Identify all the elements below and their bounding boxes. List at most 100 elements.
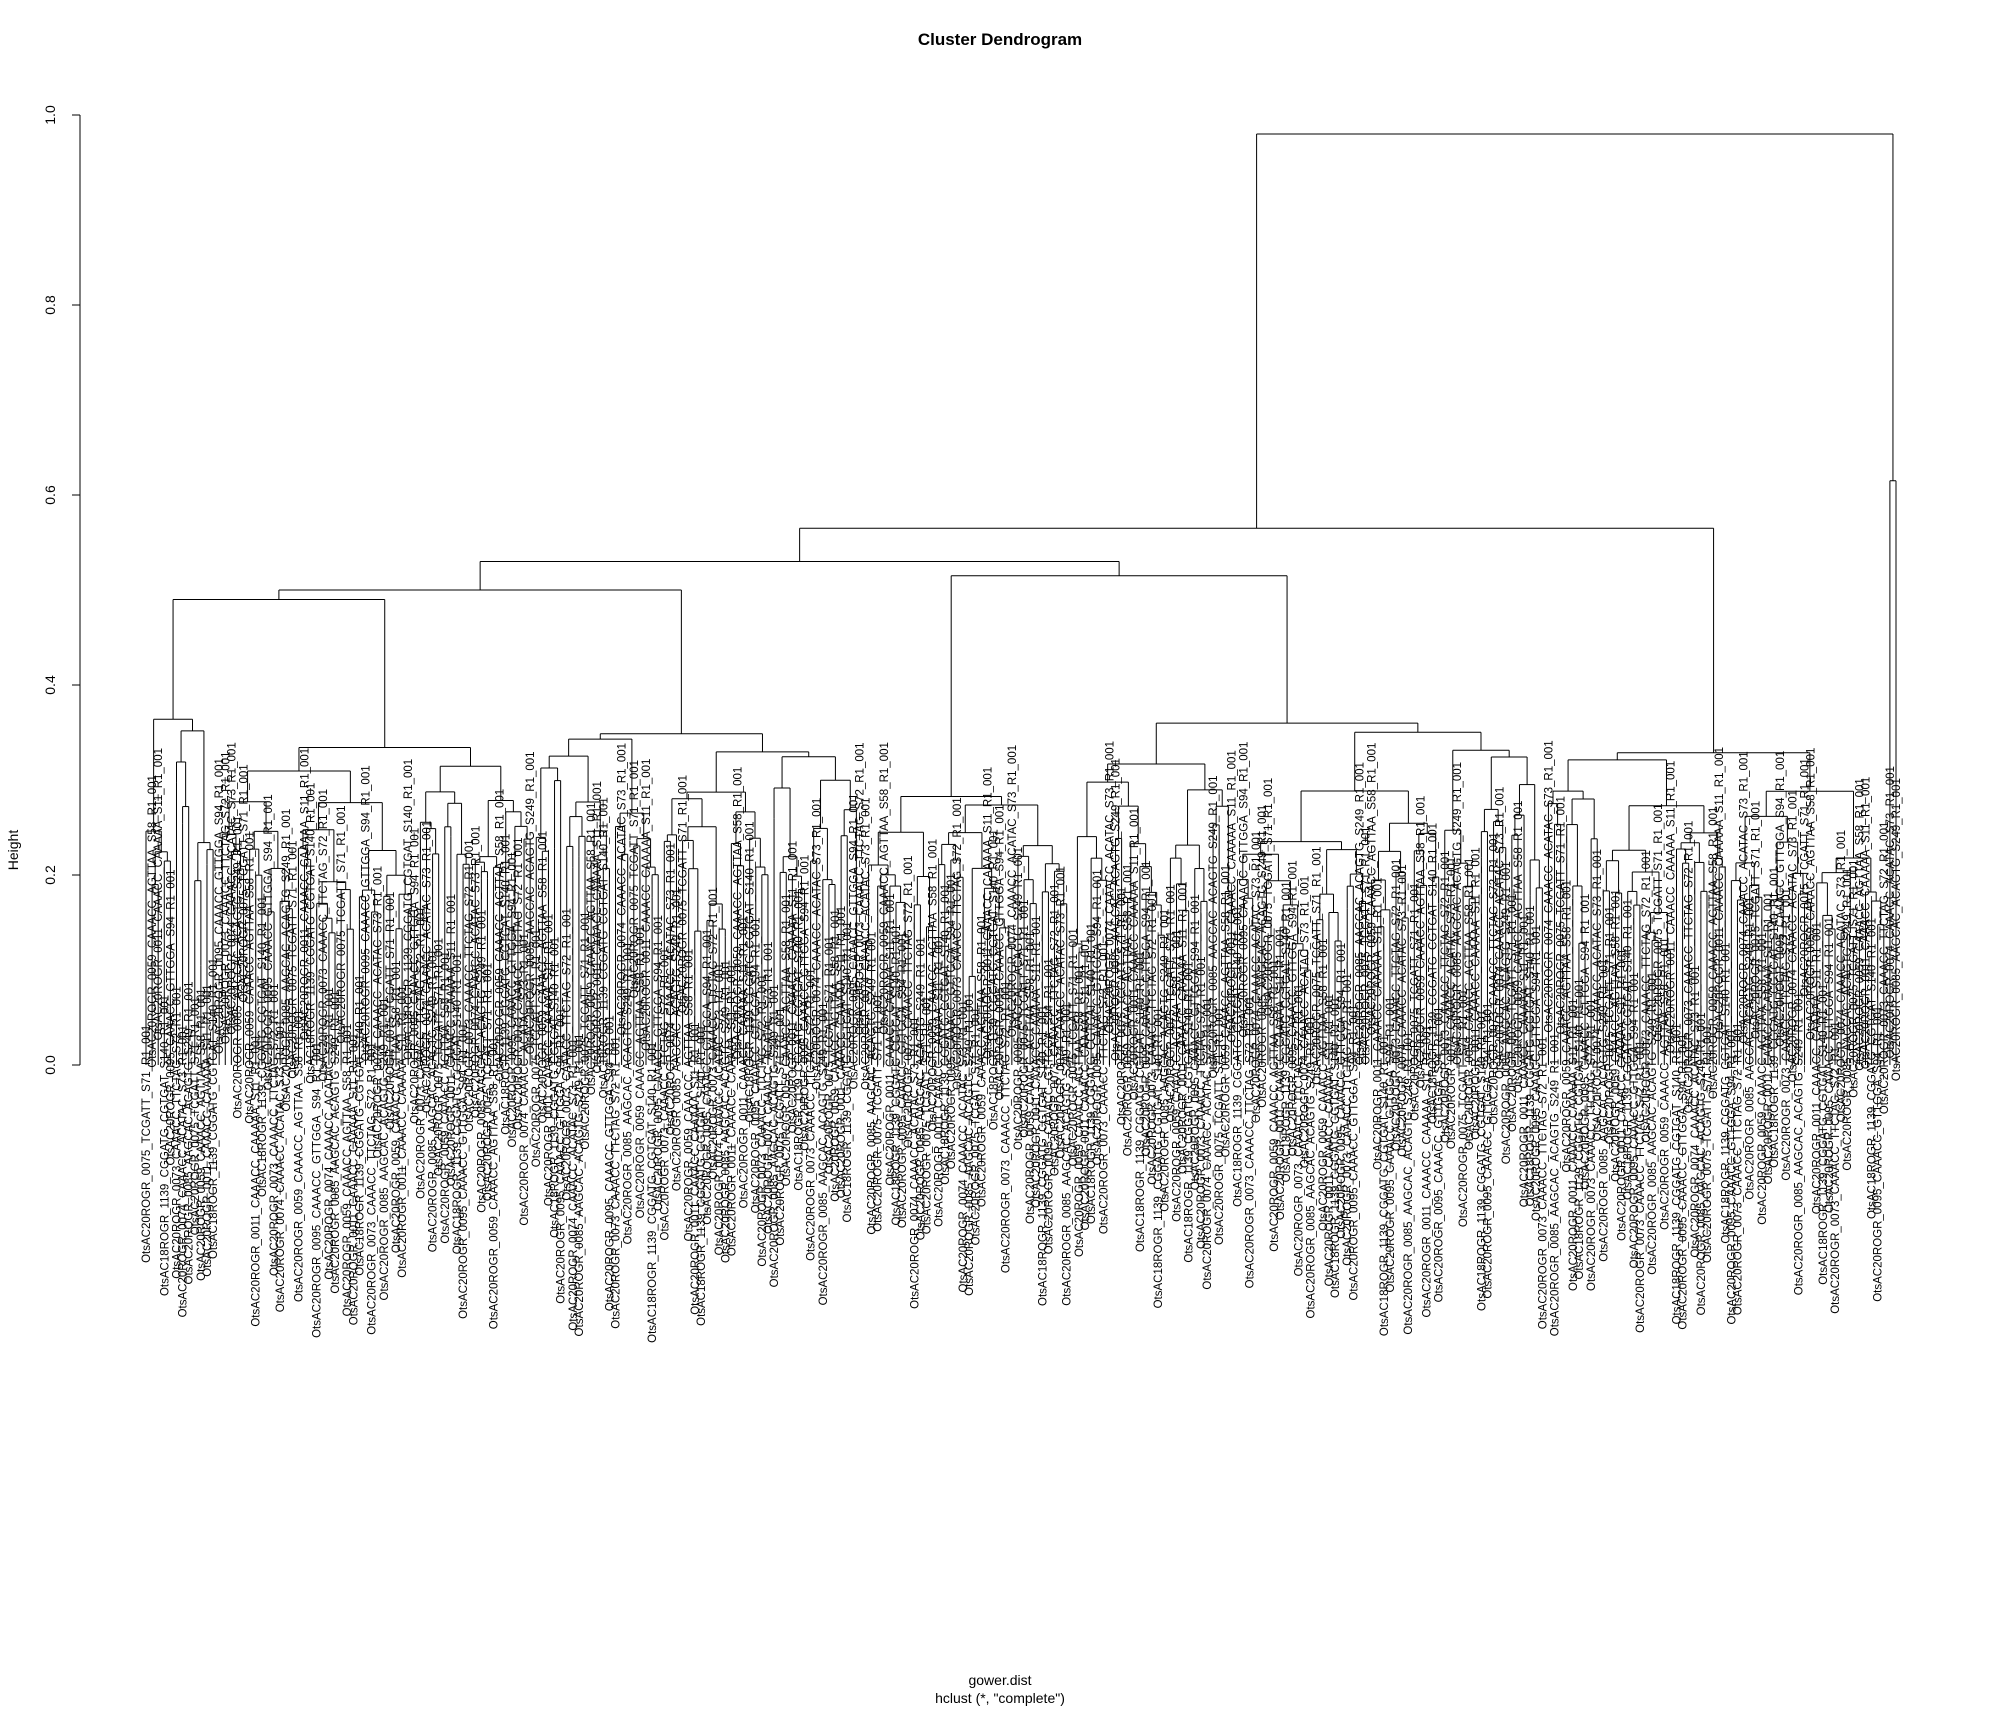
leaf-label: OtsAC20ROGR_0085_AAGCAC_ACAGTG_S249_R1_0… — [379, 997, 391, 1300]
leaf-label: OtsAC20ROGR_0085_AAGCAC_ACAGTG_S249_R1_0… — [574, 1033, 586, 1336]
leaf-label: OtsAC20ROGR_0085_AAGCAC_ACAGTG_S249_R1_0… — [1647, 972, 1659, 1275]
leaf-label: OtsAC18ROGR_1139_CGGATG_CGTGAT_S140_R1_0… — [159, 995, 171, 1296]
leaf-label: OtsAC20ROGR_0011_CAAACC_CAAAAA_S11_R1_00… — [641, 759, 653, 1051]
leaf-label: OtsAC20ROGR_0074_CAAACC_ACATAC_S73_R1_00… — [470, 826, 482, 1118]
leaf-label: OtsAC20ROGR_0011_CAAACC_CAAAAA_S11_R1_00… — [1421, 1025, 1433, 1317]
y-tick-label: 1.0 — [42, 105, 58, 125]
leaf-label: OtsAC18ROGR_1139_CGGATG_CGTGAT_S140_R1_0… — [1330, 997, 1342, 1298]
leaf-label: OtsAC20ROGR_0095_CAAACC_GTTGGA_S94_R1_00… — [1190, 894, 1202, 1190]
leaf-label: OtsAC20ROGR_0074_CAAACC_ACATAC_S73_R1_00… — [812, 798, 824, 1090]
leaf-label: OtsAC18ROGR_1139_CGGATG_CGTGAT_S140_R1_0… — [1769, 867, 1781, 1168]
leaf-label: OtsAC18ROGR_1139_CGGATG_CGTGAT_S140_R1_0… — [1281, 881, 1293, 1182]
leaf-label: OtsAC18ROGR_1139_CGGATG_CGTGAT_S140_R1_0… — [208, 958, 220, 1259]
leaf-label: OtsAC20ROGR_0073_CAAACC_TTCTAG_S72_R1_00… — [1781, 888, 1793, 1181]
leaf-label: OtsAC20ROGR_0011_CAAACC_CAAAAA_S11_R1_00… — [1714, 747, 1726, 1039]
leaf-label: OtsAC20ROGR_0085_AAGCAC_ACAGTG_S249_R1_0… — [769, 984, 781, 1287]
leaf-label: OtsAC20ROGR_0075_TCGATT_S71_R1_001 — [1214, 1007, 1226, 1245]
leaf-label: OtsAC18ROGR_1139_CGGATG_CGTGAT_S140_R1_0… — [452, 953, 464, 1254]
leaf-label: OtsAC20ROGR_0011_CAAACC_CAAAAA_S11_R1_00… — [1519, 915, 1531, 1207]
leaf-label: OtsAC20ROGR_0059_CAAACC_AGTTAA_S58_R1_00… — [879, 742, 891, 1035]
leaf-label: OtsAC20ROGR_0074_CAAACC_ACATAC_S73_R1_00… — [1787, 790, 1799, 1082]
leaf-label: OtsAC18ROGR_1139_CGGATG_CGTGAT_S140_R1_0… — [257, 896, 269, 1197]
y-tick-label: 0.2 — [42, 865, 58, 885]
leaf-label: OtsAC18ROGR_1139_CGGATG_CGTGAT_S140_R1_0… — [1135, 951, 1147, 1252]
leaf-label: OtsAC20ROGR_0059_CAAACC_AGTTAA_S58_R1_00… — [1806, 748, 1818, 1041]
leaf-label: OtsAC20ROGR_0059_CAAACC_AGTTAA_S58_R1_00… — [1611, 889, 1623, 1182]
leaf-label: OtsAC20ROGR_0059_CAAACC_AGTTAA_S58_R1_00… — [391, 961, 403, 1254]
leaf-label: OtsAC20ROGR_0075_TCGATT_S71_R1_001 — [775, 1007, 787, 1245]
leaf-label: OtsAC20ROGR_0075_TCGATT_S71_R1_001 — [970, 1007, 982, 1245]
leaf-label: OtsAC20ROGR_0074_CAAACC_ACATAC_S73_R1_00… — [226, 742, 238, 1034]
leaf-label: OtsAC20ROGR_0059_CAAACC_AGTTAA_S58_R1_00… — [1513, 801, 1525, 1094]
leaf-label: OtsAC20ROGR_0073_CAAACC_TTCTAG_S72_R1_00… — [1537, 1037, 1549, 1330]
leaf-label: OtsAC20ROGR_0085_AAGCAC_ACAGTG_S249_R1_0… — [671, 888, 683, 1191]
leaf-label: OtsAC18ROGR_1139_CGGATG_CGTGAT_S140_R1_0… — [1184, 962, 1196, 1263]
leaf-labels: OtsAC20ROGR_0075_TCGATT_S71_R1_001OtsAC2… — [141, 740, 1903, 1343]
leaf-label: OtsAC18ROGR_1139_CGGATG_CGTGAT_S140_R1_0… — [1818, 984, 1830, 1285]
leaf-label: OtsAC20ROGR_0095_CAAACC_GTTGGA_S94_R1_00… — [1482, 1003, 1494, 1299]
leaf-label: OtsAC20ROGR_0075_TCGATT_S71_R1_001 — [1019, 899, 1031, 1137]
leaf-label: OtsAC20ROGR_0059_CAAACC_AGTTAA_S58_R1_00… — [537, 831, 549, 1124]
leaf-label: OtsAC20ROGR_0074_CAAACC_ACATAC_S73_R1_00… — [958, 1000, 970, 1292]
leaf-label: OtsAC18ROGR_1139_CGGATG_CGTGAT_S140_R1_0… — [1720, 943, 1732, 1244]
leaf-label: OtsAC20ROGR_0011_CAAACC_CAAAAA_S11_R1_00… — [787, 841, 799, 1133]
leaf-label: OtsAC18ROGR_1139_CGGATG_CGTGAT_S140_R1_0… — [1525, 905, 1537, 1206]
leaf-label: OtsAC20ROGR_0075_TCGATT_S71_R1_001 — [873, 994, 885, 1232]
leaf-label: OtsAC20ROGR_0095_CAAACC_GTTGGA_S94_R1_00… — [1629, 972, 1641, 1268]
leaf-label: OtsAC18ROGR_1139_CGGATG_CGTGAT_S140_R1_0… — [354, 975, 366, 1276]
leaf-label: OtsAC20ROGR_0073_CAAACC_TTCTAG_S72_R1_00… — [1342, 973, 1354, 1266]
leaf-label: OtsAC20ROGR_0074_CAAACC_ACATAC_S73_R1_00… — [1007, 745, 1019, 1037]
leaf-label: OtsAC20ROGR_0085_AAGCAC_ACAGTG_S249_R1_0… — [1159, 909, 1171, 1212]
leaf-label: OtsAC20ROGR_0095_CAAACC_GTTGGA_S94_R1_00… — [165, 870, 177, 1166]
leaf-label: OtsAC20ROGR_0073_CAAACC_TTCTAG_S72_R1_00… — [562, 908, 574, 1201]
leaf-label: OtsAC20ROGR_0075_TCGATT_S71_R1_001 — [190, 997, 202, 1235]
leaf-label: OtsAC20ROGR_0073_CAAACC_TTCTAG_S72_R1_00… — [1001, 981, 1013, 1274]
leaf-label: OtsAC18ROGR_1139_CGGATG_CGTGAT_S140_R1_0… — [550, 937, 562, 1238]
leaf-label: OtsAC20ROGR_0059_CAAACC_AGTTAA_S58_R1_00… — [1269, 959, 1281, 1252]
leaf-label: OtsAC20ROGR_0095_CAAACC_GTTGGA_S94_R1_00… — [361, 765, 373, 1061]
leaf-label: OtsAC20ROGR_0085_AAGCAC_ACAGTG_S249_R1_0… — [1257, 805, 1269, 1108]
leaf-label: OtsAC20ROGR_0073_CAAACC_TTCTAG_S72_R1_00… — [318, 789, 330, 1082]
leaf-label: OtsAC18ROGR_1139_CGGATG_CGTGAT_S140_R1_0… — [1428, 823, 1440, 1124]
leaf-label: OtsAC18ROGR_1139_CGGATG_CGTGAT_S140_R1_0… — [647, 1042, 659, 1343]
leaf-label: OtsAC20ROGR_0075_TCGATT_S71_R1_001 — [678, 775, 690, 1013]
leaf-label: OtsAC20ROGR_0073_CAAACC_TTCTAG_S72_R1_00… — [1830, 1021, 1842, 1314]
leaf-label: OtsAC20ROGR_0074_CAAACC_ACATAC_S73_R1_00… — [1495, 787, 1507, 1079]
leaf-label: OtsAC20ROGR_0073_CAAACC_TTCTAG_S72_R1_00… — [1196, 957, 1208, 1250]
dendrogram-tree — [145, 133, 1897, 1065]
leaf-label: OtsAC20ROGR_0074_CAAACC_ACATAC_S73_R1_00… — [1251, 831, 1263, 1123]
leaf-label: OtsAC18ROGR_1139_CGGATG_CGTGAT_S140_R1_0… — [1037, 1005, 1049, 1306]
leaf-label: OtsAC20ROGR_0059_CAAACC_AGTTAA_S58_R1_00… — [1171, 929, 1183, 1222]
leaf-label: OtsAC20ROGR_0085_AAGCAC_ACAGTG_S249_R1_0… — [818, 1002, 830, 1305]
x-axis-label: gower.dist — [968, 1672, 1031, 1688]
leaf-label: OtsAC20ROGR_0085_AAGCAC_ACAGTG_S249_R1_0… — [525, 751, 537, 1054]
leaf-label: OtsAC18ROGR_1139_CGGATG_CGTGAT_S140_R1_0… — [842, 921, 854, 1222]
leaf-label: OtsAC18ROGR_1139_CGGATG_CGTGAT_S140_R1_0… — [1086, 923, 1098, 1224]
leaf-label: OtsAC20ROGR_0011_CAAACC_CAAAAA_S11_R1_00… — [1129, 808, 1141, 1100]
method-label: hclust (*, "complete") — [935, 1690, 1065, 1706]
leaf-label: OtsAC20ROGR_0059_CAAACC_AGTTAA_S58_R1_00… — [1464, 858, 1476, 1151]
leaf-label: OtsAC20ROGR_0085_AAGCAC_ACAGTG_S249_R1_0… — [1208, 775, 1220, 1078]
leaf-label: OtsAC20ROGR_0074_CAAACC_ACATAC_S73_R1_00… — [909, 1016, 921, 1308]
leaf-label: OtsAC20ROGR_0011_CAAACC_CAAAAA_S11_R1_00… — [690, 1022, 702, 1314]
leaf-label: OtsAC20ROGR_0075_TCGATT_S71_R1_001 — [1751, 801, 1763, 1039]
leaf-label: OtsAC20ROGR_0074_CAAACC_ACATAC_S73_R1_00… — [1739, 751, 1751, 1043]
leaf-label: OtsAC20ROGR_0095_CAAACC_GTTGGA_S94_R1_00… — [1678, 1034, 1690, 1330]
leaf-label: OtsAC20ROGR_0085_AAGCAC_ACAGTG_S249_R1_0… — [281, 809, 293, 1112]
leaf-label: OtsAC20ROGR_0095_CAAACC_GTTGGA_S94_R1_00… — [897, 932, 909, 1228]
leaf-label: OtsAC20ROGR_0095_CAAACC_GTTGGA_S94_R1_00… — [214, 758, 226, 1054]
y-tick-label: 0.0 — [42, 1055, 58, 1075]
leaf-label: OtsAC20ROGR_0095_CAAACC_GTTGGA_S94_R1_00… — [1385, 997, 1397, 1293]
leaf-label: OtsAC20ROGR_0074_CAAACC_ACATAC_S73_R1_00… — [1885, 766, 1897, 1058]
y-axis: 0.0 0.2 0.4 0.6 0.8 1.0 — [42, 105, 81, 1075]
leaf-label: OtsAC20ROGR_0011_CAAACC_CAAAAA_S11_R1_00… — [446, 894, 458, 1186]
leaf-label: OtsAC20ROGR_0059_CAAACC_AGTTAA_S58_R1_00… — [1074, 965, 1086, 1258]
leaf-label: OtsAC20ROGR_0095_CAAACC_GTTGGA_S94_R1_00… — [848, 793, 860, 1089]
leaf-label: OtsAC20ROGR_0059_CAAACC_AGTTAA_S58_R1_00… — [495, 789, 507, 1082]
leaf-label: OtsAC18ROGR_1139_CGGATG_CGTGAT_S140_R1_0… — [891, 924, 903, 1225]
leaf-label: OtsAC20ROGR_0059_CAAACC_AGTTAA_S58_R1_00… — [1659, 937, 1671, 1230]
leaf-label: OtsAC20ROGR_0085_AAGCAC_ACAGTG_S249_R1_0… — [232, 816, 244, 1119]
leaf-label: OtsAC20ROGR_0074_CAAACC_ACATAC_S73_R1_00… — [714, 963, 726, 1255]
leaf-label: OtsAC20ROGR_0095_CAAACC_GTTGGA_S94_R1_00… — [312, 1042, 324, 1338]
